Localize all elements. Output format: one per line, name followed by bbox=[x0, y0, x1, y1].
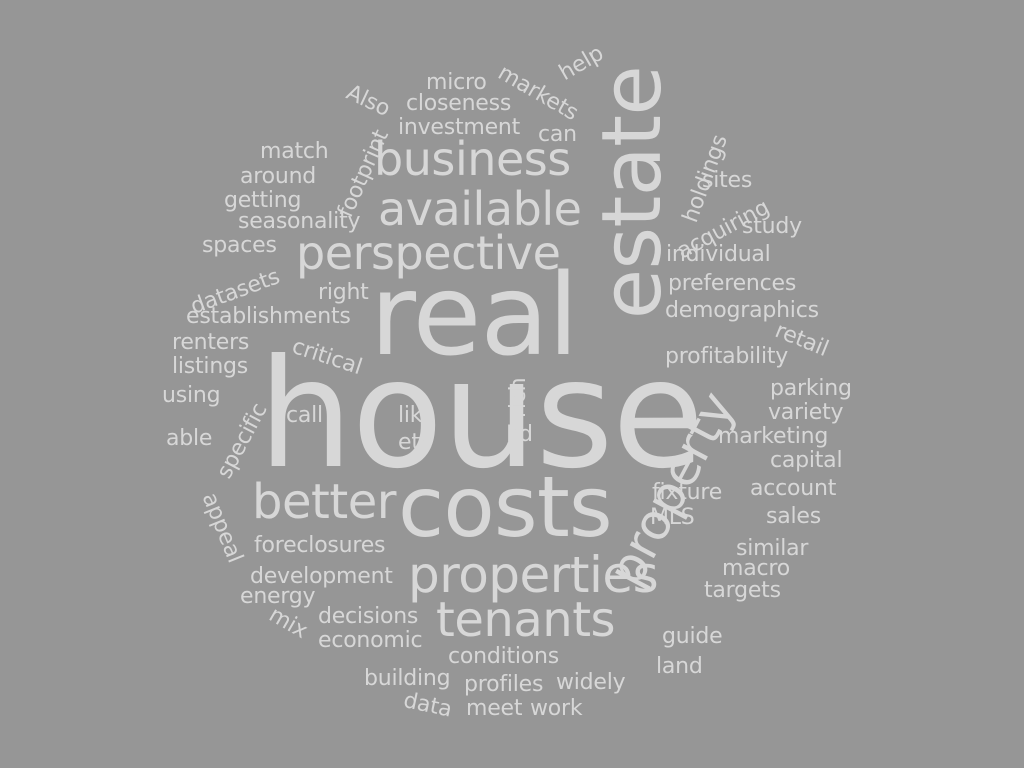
word-estate: estate bbox=[585, 66, 680, 320]
word-profiles: profiles bbox=[464, 672, 544, 697]
word-can: can bbox=[538, 122, 577, 147]
word-closeness: closeness bbox=[406, 91, 512, 116]
word-available: available bbox=[378, 182, 582, 236]
word-costs: costs bbox=[398, 458, 613, 556]
word-profitability: profitability bbox=[665, 344, 789, 369]
word-variety: variety bbox=[768, 400, 844, 425]
word-work: work bbox=[530, 696, 583, 721]
word-match: match bbox=[260, 139, 329, 164]
word-capital: capital bbox=[770, 448, 843, 473]
word-renters: renters bbox=[172, 330, 250, 355]
word-real: real bbox=[370, 251, 579, 381]
word-spaces: spaces bbox=[202, 233, 277, 258]
word-better: better bbox=[252, 474, 397, 530]
word-call: call bbox=[286, 403, 323, 428]
word-development: development bbox=[250, 564, 393, 589]
word-macro: macro bbox=[722, 556, 790, 581]
word-meet: meet bbox=[466, 696, 523, 721]
word-study: study bbox=[742, 214, 802, 239]
word-fixture: fixture bbox=[652, 480, 723, 505]
word-id: I’d bbox=[506, 422, 533, 447]
word-sites: sites bbox=[702, 168, 753, 193]
word-foreclosures: foreclosures bbox=[254, 533, 386, 558]
word-sales: sales bbox=[766, 504, 821, 529]
word-targets: targets bbox=[704, 578, 781, 603]
word-building: building bbox=[364, 666, 451, 691]
word-parking: parking bbox=[770, 376, 852, 401]
word-land: land bbox=[656, 654, 703, 679]
word-investment: investment bbox=[398, 115, 521, 140]
word-business: business bbox=[374, 132, 571, 186]
word-able: able bbox=[166, 426, 213, 451]
word-like: like bbox=[398, 403, 435, 428]
word-appeal: appeal bbox=[196, 489, 248, 567]
word-micro: micro bbox=[426, 70, 487, 95]
word-establishments: establishments bbox=[186, 304, 351, 329]
word-mix: mix bbox=[264, 602, 312, 644]
word-etc: etc bbox=[398, 430, 432, 455]
word-account: account bbox=[750, 476, 837, 501]
word-right: right bbox=[318, 280, 369, 305]
word-listings: listings bbox=[172, 354, 249, 379]
word-preferences: preferences bbox=[668, 271, 797, 296]
word-getting: getting bbox=[224, 188, 302, 213]
word-marketing: marketing bbox=[718, 424, 829, 449]
word-data: data bbox=[401, 688, 455, 723]
word-individual: individual bbox=[666, 242, 771, 267]
word-decisions: decisions bbox=[318, 604, 419, 629]
word-also: Also bbox=[342, 80, 394, 122]
word-tenants: tenants bbox=[436, 592, 616, 648]
word-using: using bbox=[162, 383, 221, 408]
word-widely: widely bbox=[556, 670, 626, 695]
word-properties: properties bbox=[408, 546, 659, 604]
word-mls: MLS bbox=[650, 505, 695, 530]
word-rich: rich bbox=[506, 377, 531, 418]
word-demographics: demographics bbox=[665, 298, 819, 323]
word-perspective: perspective bbox=[296, 226, 561, 280]
word-guide: guide bbox=[662, 624, 723, 649]
word-around: around bbox=[240, 164, 317, 189]
word-similar: similar bbox=[736, 536, 809, 561]
word-seasonality: seasonality bbox=[238, 209, 361, 234]
word-house: house bbox=[258, 328, 704, 502]
word-conditions: conditions bbox=[448, 644, 559, 669]
word-economic: economic bbox=[318, 628, 423, 653]
word-energy: energy bbox=[240, 584, 316, 609]
